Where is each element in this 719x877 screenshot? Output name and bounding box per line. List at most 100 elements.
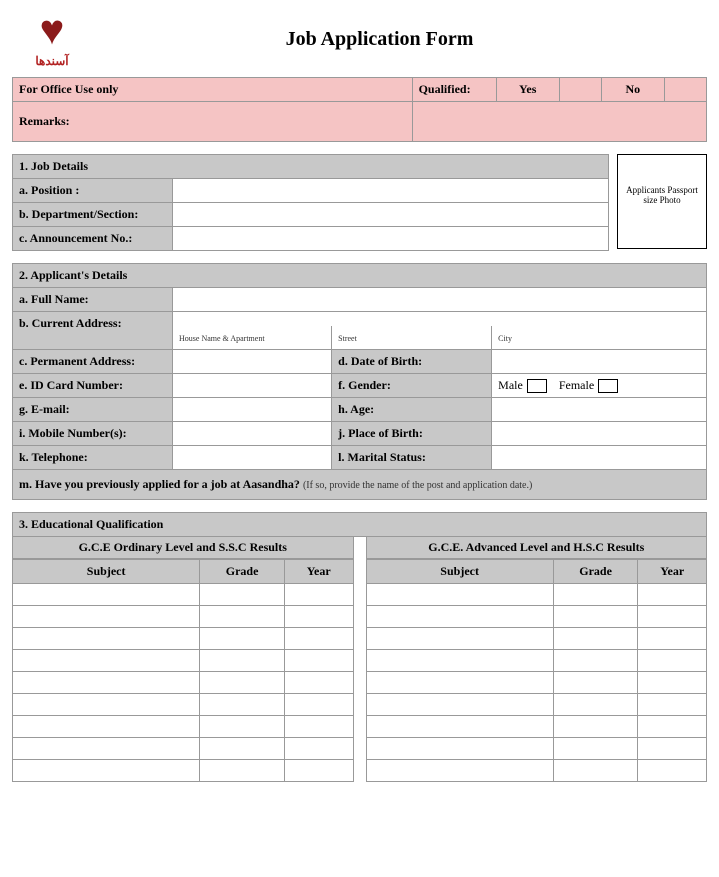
table-cell[interactable] (200, 737, 285, 759)
page-title: Job Application Form (112, 28, 707, 51)
table-cell[interactable] (553, 671, 638, 693)
gender-label: f. Gender: (332, 373, 492, 397)
female-checkbox[interactable] (598, 379, 618, 393)
year-h2: Year (638, 559, 707, 583)
table-cell[interactable] (553, 693, 638, 715)
table-cell[interactable] (553, 649, 638, 671)
fullname-field[interactable] (173, 288, 707, 312)
idcard-field[interactable] (173, 373, 332, 397)
male-label: Male (498, 378, 523, 392)
table-cell[interactable] (200, 583, 285, 605)
age-label: h. Age: (332, 397, 492, 421)
table-cell[interactable] (638, 715, 707, 737)
table-cell[interactable] (200, 759, 285, 781)
table-cell[interactable] (553, 627, 638, 649)
table-cell[interactable] (366, 649, 553, 671)
marital-field[interactable] (492, 445, 707, 469)
table-cell[interactable] (553, 715, 638, 737)
mobile-field[interactable] (173, 421, 332, 445)
table-cell[interactable] (366, 583, 553, 605)
table-cell[interactable] (553, 737, 638, 759)
table-cell[interactable] (638, 671, 707, 693)
table-cell[interactable] (200, 715, 285, 737)
gender-field: Male Female (492, 373, 707, 397)
table-cell[interactable] (284, 759, 353, 781)
table-cell[interactable] (13, 605, 200, 627)
prev-label: m. Have you previously applied for a job… (19, 477, 300, 491)
table-cell[interactable] (366, 627, 553, 649)
table-cell[interactable] (366, 759, 553, 781)
table-cell[interactable] (366, 671, 553, 693)
tel-field[interactable] (173, 445, 332, 469)
hint-house: House Name & Apartment (179, 334, 265, 343)
remarks-label: Remarks: (13, 102, 413, 142)
table-cell[interactable] (284, 715, 353, 737)
table-cell[interactable] (13, 715, 200, 737)
table-cell[interactable] (553, 759, 638, 781)
table-cell[interactable] (13, 693, 200, 715)
yes-checkbox[interactable] (559, 78, 601, 102)
email-label: g. E-mail: (13, 397, 173, 421)
table-cell[interactable] (638, 605, 707, 627)
table-cell[interactable] (638, 583, 707, 605)
table-cell[interactable] (200, 627, 285, 649)
logo: ♥ آسندها (12, 10, 92, 69)
table-cell[interactable] (638, 737, 707, 759)
subject-h2: Subject (366, 559, 553, 583)
edu-left-title: G.C.E Ordinary Level and S.S.C Results (12, 537, 354, 559)
hint-street: Street (338, 334, 357, 343)
table-cell[interactable] (284, 583, 353, 605)
ann-field[interactable] (173, 227, 609, 251)
applicant-head: 2. Applicant's Details (13, 264, 707, 288)
table-cell[interactable] (284, 737, 353, 759)
perm-field[interactable] (173, 349, 332, 373)
table-cell[interactable] (284, 605, 353, 627)
applicant-table: 2. Applicant's Details a. Full Name: b. … (12, 263, 707, 500)
table-cell[interactable] (13, 583, 200, 605)
office-header: For Office Use only (13, 78, 413, 102)
table-cell[interactable] (638, 759, 707, 781)
table-cell[interactable] (13, 671, 200, 693)
dob-field[interactable] (492, 349, 707, 373)
email-field[interactable] (173, 397, 332, 421)
remarks-field[interactable] (412, 102, 706, 142)
curr-field[interactable] (173, 312, 707, 326)
table-cell[interactable] (638, 627, 707, 649)
tel-label: k. Telephone: (13, 445, 173, 469)
table-cell[interactable] (284, 671, 353, 693)
office-use-table: For Office Use only Qualified: Yes No Re… (12, 77, 707, 142)
table-cell[interactable] (13, 649, 200, 671)
table-cell[interactable] (366, 737, 553, 759)
fullname-label: a. Full Name: (13, 288, 173, 312)
table-cell[interactable] (13, 759, 200, 781)
table-cell[interactable] (200, 649, 285, 671)
table-cell[interactable] (366, 715, 553, 737)
dob-label: d. Date of Birth: (332, 349, 492, 373)
logo-script: آسندها (12, 54, 92, 69)
table-cell[interactable] (13, 737, 200, 759)
table-cell[interactable] (13, 627, 200, 649)
qualified-label: Qualified: (412, 78, 496, 102)
edu-left: G.C.E Ordinary Level and S.S.C Results S… (12, 537, 354, 782)
curr-label: b. Current Address: (13, 312, 173, 350)
table-cell[interactable] (366, 693, 553, 715)
male-checkbox[interactable] (527, 379, 547, 393)
table-cell[interactable] (200, 605, 285, 627)
dept-field[interactable] (173, 203, 609, 227)
job-head: 1. Job Details (13, 155, 609, 179)
table-cell[interactable] (200, 671, 285, 693)
table-cell[interactable] (200, 693, 285, 715)
table-cell[interactable] (284, 649, 353, 671)
table-cell[interactable] (638, 649, 707, 671)
table-cell[interactable] (553, 583, 638, 605)
table-cell[interactable] (284, 693, 353, 715)
age-field[interactable] (492, 397, 707, 421)
table-cell[interactable] (366, 605, 553, 627)
table-cell[interactable] (638, 693, 707, 715)
no-checkbox[interactable] (664, 78, 706, 102)
position-label: a. Position : (13, 179, 173, 203)
table-cell[interactable] (284, 627, 353, 649)
position-field[interactable] (173, 179, 609, 203)
table-cell[interactable] (553, 605, 638, 627)
pob-field[interactable] (492, 421, 707, 445)
